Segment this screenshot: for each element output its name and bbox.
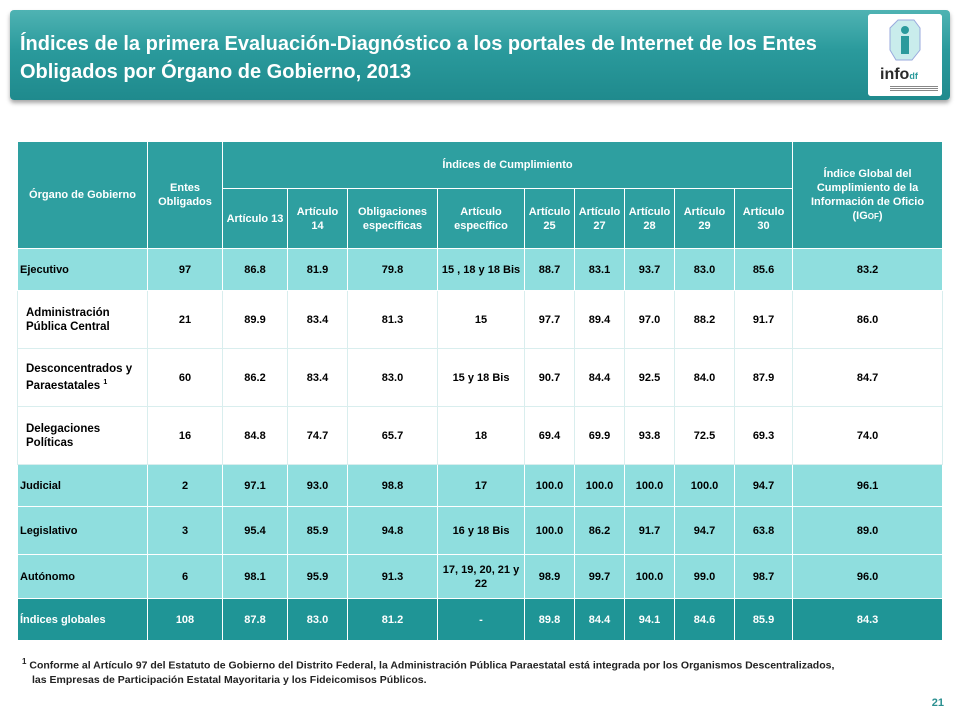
- page-number: 21: [931, 697, 944, 709]
- infodf-logo: infodf: [868, 14, 942, 96]
- header-obligaciones: Obligaciones específicas: [347, 188, 438, 249]
- header-global: Índice Global del Cumplimiento de la Inf…: [792, 141, 944, 249]
- logo-text: infodf: [880, 66, 918, 83]
- header-organo: Órgano de Gobierno: [17, 141, 148, 249]
- header-art27: Artículo 27: [574, 188, 625, 249]
- table-row: Legislativo 3 95.4 85.9 94.8 16 y 18 Bis…: [17, 506, 944, 555]
- logo-subtitle: [890, 86, 938, 92]
- table-row: Judicial 2 97.1 93.0 98.8 17 100.0 100.0…: [17, 464, 944, 507]
- table-row: Ejecutivo 97 86.8 81.9 79.8 15 , 18 y 18…: [17, 248, 944, 291]
- header-entes: Entes Obligados: [147, 141, 223, 249]
- header-art13: Artículo 13: [222, 188, 288, 249]
- header-art28: Artículo 28: [624, 188, 675, 249]
- header-art29: Artículo 29: [674, 188, 735, 249]
- table-row: Autónomo 6 98.1 95.9 91.3 17, 19, 20, 21…: [17, 554, 944, 599]
- header-indices: Índices de Cumplimiento: [221, 141, 794, 189]
- page-title: Índices de la primera Evaluación-Diagnós…: [20, 33, 817, 83]
- header-art30: Artículo 30: [733, 188, 794, 249]
- table-row: Desconcentrados y Paraestatales 1 60 86.…: [17, 348, 944, 407]
- footnote: 1 Conforme al Artículo 97 del Estatuto d…: [22, 657, 835, 686]
- title-banner: Índices de la primera Evaluación-Diagnós…: [10, 10, 950, 100]
- table-row-total: Índices globales 108 87.8 83.0 81.2 - 89…: [17, 598, 944, 641]
- header-art25: Artículo 25: [524, 188, 575, 249]
- header-art14: Artículo 14: [287, 188, 348, 249]
- table-row: Delegaciones Políticas 16 84.8 74.7 65.7…: [17, 406, 944, 465]
- indices-table: Órgano de Gobierno Entes Obligados Índic…: [17, 141, 944, 641]
- header-art-especifico: Artículo específico: [437, 188, 525, 249]
- table-row: Administración Pública Central 21 89.9 8…: [17, 290, 944, 349]
